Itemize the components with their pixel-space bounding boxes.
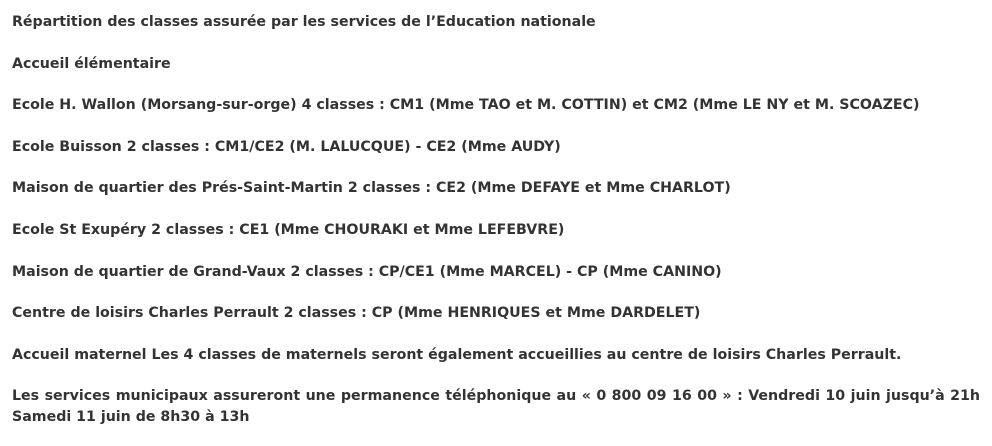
maison-grand-vaux: Maison de quartier de Grand-Vaux 2 class… — [12, 263, 722, 280]
article-body: Répartition des classes assurée par les … — [12, 14, 980, 426]
permanence-telephonique: Les services municipaux assureront une p… — [12, 388, 980, 426]
school-buisson: Ecole Buisson 2 classes : CM1/CE2 (M. LA… — [12, 138, 561, 155]
school-st-exupery: Ecole St Exupéry 2 classes : CE1 (Mme CH… — [12, 221, 565, 238]
school-wallon: Ecole H. Wallon (Morsang-sur-orge) 4 cla… — [12, 97, 920, 114]
accueil-maternel: Accueil maternel Les 4 classes de matern… — [12, 346, 902, 363]
maison-pres-saint-martin: Maison de quartier des Prés-Saint-Martin… — [12, 180, 731, 197]
centre-charles-perrault: Centre de loisirs Charles Perrault 2 cla… — [12, 305, 701, 322]
section-title: Répartition des classes assurée par les … — [12, 14, 596, 30]
subheading-elementary: Accueil élémentaire — [12, 55, 171, 72]
